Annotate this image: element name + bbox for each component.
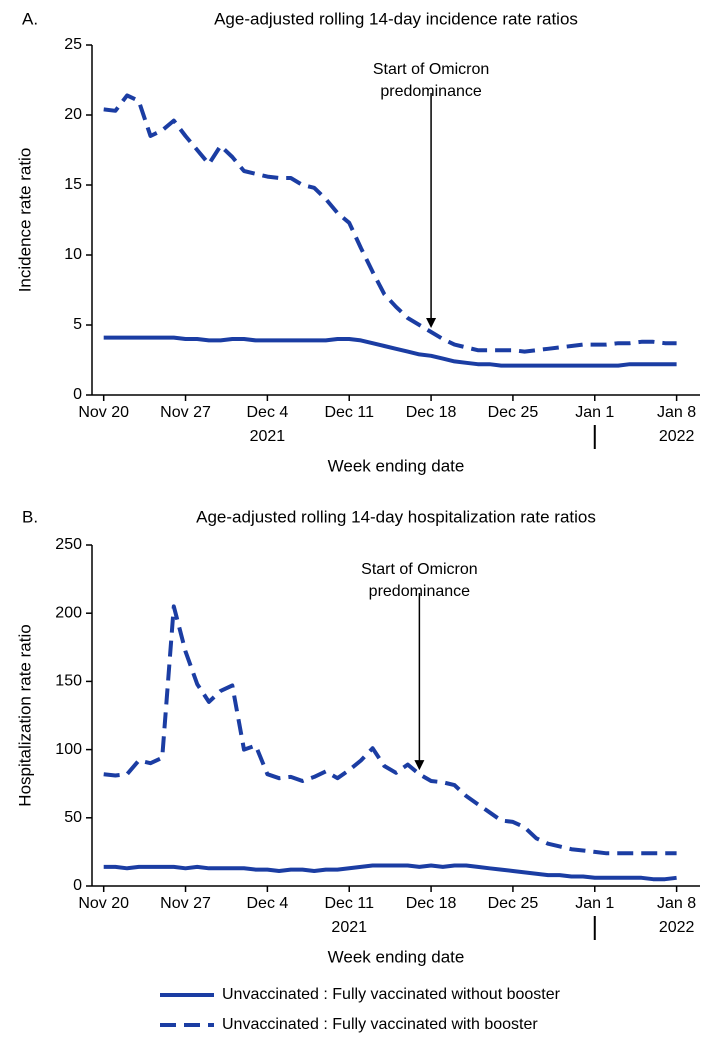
annotation-text: predominance bbox=[369, 583, 471, 600]
x-tick-label: Dec 25 bbox=[488, 895, 539, 912]
annotation-text: Start of Omicron bbox=[361, 561, 477, 578]
x-tick-label: Dec 4 bbox=[246, 895, 288, 912]
y-tick-label: 15 bbox=[64, 176, 82, 193]
solid-line bbox=[103, 335, 677, 368]
chart-title: Age-adjusted rolling 14-day hospitalizat… bbox=[196, 507, 596, 526]
y-tick-label: 25 bbox=[64, 36, 82, 53]
x-axis-label: Week ending date bbox=[328, 947, 465, 966]
year-label: 2022 bbox=[659, 919, 695, 936]
x-tick-label: Dec 18 bbox=[406, 404, 457, 421]
x-tick-label: Dec 11 bbox=[324, 895, 374, 912]
x-tick-label: Nov 27 bbox=[160, 404, 211, 421]
x-tick-label: Dec 18 bbox=[406, 895, 457, 912]
x-tick-label: Nov 27 bbox=[160, 895, 211, 912]
panel-label: B. bbox=[22, 507, 38, 526]
year-label: 2021 bbox=[331, 919, 367, 936]
x-tick-label: Jan 1 bbox=[575, 895, 614, 912]
x-tick-label: Dec 11 bbox=[324, 404, 374, 421]
x-tick-label: Dec 25 bbox=[488, 404, 539, 421]
year-label: 2022 bbox=[659, 428, 695, 445]
x-tick-label: Nov 20 bbox=[78, 404, 129, 421]
year-label: 2021 bbox=[250, 428, 286, 445]
y-tick-label: 5 bbox=[73, 316, 82, 333]
y-tick-label: 150 bbox=[55, 673, 82, 690]
y-axis-label: Incidence rate ratio bbox=[15, 148, 34, 293]
legend-label: Unvaccinated : Fully vaccinated with boo… bbox=[222, 1016, 538, 1033]
solid-line bbox=[103, 863, 677, 882]
x-tick-label: Dec 4 bbox=[246, 404, 288, 421]
x-tick-label: Jan 8 bbox=[657, 404, 696, 421]
y-tick-label: 50 bbox=[64, 809, 82, 826]
y-tick-label: 250 bbox=[55, 536, 82, 553]
y-tick-label: 200 bbox=[55, 604, 82, 621]
dashed-line bbox=[103, 604, 677, 856]
y-tick-label: 100 bbox=[55, 741, 82, 758]
y-tick-label: 10 bbox=[64, 246, 82, 263]
legend-label: Unvaccinated : Fully vaccinated without … bbox=[222, 986, 561, 1003]
annotation-text: predominance bbox=[380, 83, 482, 100]
y-tick-label: 0 bbox=[73, 877, 82, 894]
y-tick-label: 0 bbox=[73, 386, 82, 403]
y-axis-label: Hospitalization rate ratio bbox=[15, 624, 34, 806]
x-tick-label: Jan 8 bbox=[657, 895, 696, 912]
annotation-text: Start of Omicron bbox=[373, 61, 489, 78]
x-tick-label: Nov 20 bbox=[78, 895, 129, 912]
x-tick-label: Jan 1 bbox=[575, 404, 614, 421]
dashed-line bbox=[103, 93, 677, 354]
panel-label: A. bbox=[22, 9, 38, 28]
y-tick-label: 20 bbox=[64, 106, 82, 123]
x-axis-label: Week ending date bbox=[328, 456, 465, 475]
chart-title: Age-adjusted rolling 14-day incidence ra… bbox=[214, 9, 578, 28]
